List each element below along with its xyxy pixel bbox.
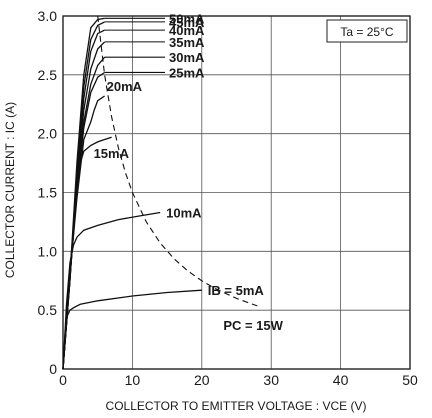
y-tick-label: 1.0 xyxy=(38,243,58,259)
curve-label: 15mA xyxy=(94,146,130,161)
curve-labels: IB = 5mA 10mA 15mA 20mA 25mA30mA35mA40mA45mA… xyxy=(94,11,265,298)
curve-20ma xyxy=(62,95,105,370)
power-limit-label: PC = 15W xyxy=(223,318,283,333)
curve-label: 25mA xyxy=(169,65,205,80)
y-tick-label: 0.5 xyxy=(38,302,58,318)
power-limit-group: PC = 15W xyxy=(97,15,284,333)
x-tick-label: 30 xyxy=(263,372,279,388)
y-axis-title: COLLECTOR CURRENT : IC (A) xyxy=(3,102,17,278)
y-tick-label: 0 xyxy=(49,361,57,377)
curve-10ma xyxy=(62,211,161,370)
curve-25ma xyxy=(62,71,105,370)
condition-box: Ta = 25°C xyxy=(326,19,408,43)
y-tick-label: 2.0 xyxy=(38,126,58,142)
curve-label: 40mA xyxy=(169,23,205,38)
condition-box-frame xyxy=(326,19,408,43)
x-tick-label: 50 xyxy=(402,372,418,388)
curve-50ma xyxy=(62,17,105,370)
plot-area-frame xyxy=(62,15,411,370)
curve-label: 20mA xyxy=(107,79,143,94)
curve-15ma xyxy=(62,136,112,370)
curve-label: 45mA xyxy=(169,15,205,30)
y-tick-label: 2.5 xyxy=(38,67,58,83)
x-tick-label: 40 xyxy=(333,372,349,388)
curve-label: 50mA xyxy=(169,11,205,26)
power-limit-curve xyxy=(97,15,258,307)
curve-label: 10mA xyxy=(166,206,202,221)
curve-label: IB = 5mA xyxy=(208,283,265,298)
x-tick-label: 20 xyxy=(194,372,210,388)
condition-label: Ta = 25°C xyxy=(340,25,393,39)
chart-grid xyxy=(63,16,410,369)
y-axis-ticks: 0 0.5 1.0 1.5 2.0 2.5 3.0 xyxy=(38,8,58,377)
x-tick-label: 0 xyxy=(59,372,67,388)
y-tick-label: 3.0 xyxy=(38,8,58,24)
y-tick-label: 1.5 xyxy=(38,185,58,201)
x-tick-label: 10 xyxy=(125,372,141,388)
x-axis-title: COLLECTOR TO EMITTER VOLTAGE : VCE (V) xyxy=(106,399,367,413)
curve-label: 35mA xyxy=(169,35,205,50)
curve-label: 30mA xyxy=(169,50,205,65)
x-axis-ticks: 0 10 20 30 40 50 xyxy=(59,372,418,388)
